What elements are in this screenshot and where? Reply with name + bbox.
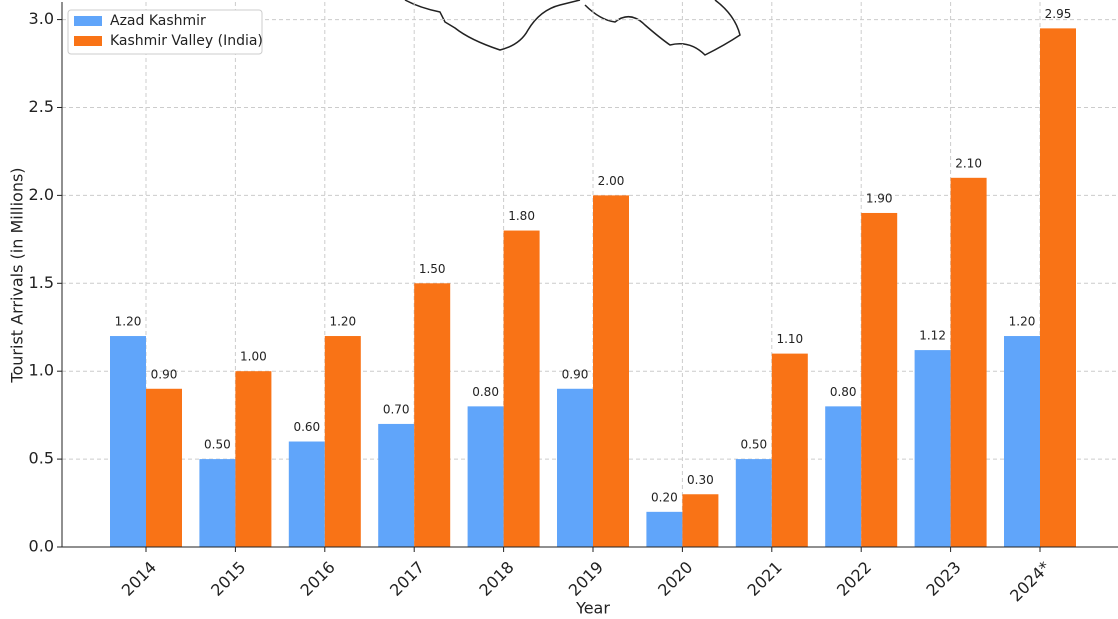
bar — [235, 371, 272, 547]
value-label: 0.20 — [651, 490, 678, 504]
legend-label: Azad Kashmir — [110, 13, 206, 29]
value-label: 0.70 — [383, 402, 410, 416]
value-label: 1.50 — [419, 262, 446, 276]
value-label: 1.20 — [115, 315, 142, 329]
x-tick-label: 2021 — [744, 558, 786, 600]
bar — [110, 336, 146, 547]
value-label: 2.95 — [1045, 7, 1072, 21]
value-label: 0.50 — [740, 438, 767, 452]
x-axis-label: Year — [575, 599, 610, 618]
bar — [146, 388, 182, 547]
bar — [199, 459, 236, 547]
x-tick-label: 2016 — [297, 558, 339, 600]
value-label: 2.00 — [598, 174, 625, 188]
bar — [861, 212, 898, 547]
bar — [825, 406, 862, 547]
legend-swatch — [74, 16, 102, 26]
bar — [682, 494, 719, 547]
bar — [1004, 336, 1040, 547]
x-tick-label: 2020 — [654, 558, 696, 600]
value-label: 1.00 — [240, 350, 267, 364]
y-tick-label: 2.5 — [29, 97, 54, 116]
bar — [1040, 28, 1076, 547]
x-tick-label: 2019 — [565, 558, 607, 600]
value-label: 1.20 — [329, 315, 356, 329]
bar — [950, 177, 987, 547]
value-label: 1.80 — [508, 209, 535, 223]
value-label: 1.10 — [776, 332, 803, 346]
map-outline — [404, 0, 741, 56]
bar — [288, 441, 325, 547]
value-label: 0.90 — [151, 367, 178, 381]
bar — [414, 283, 451, 547]
value-label: 0.50 — [204, 438, 231, 452]
x-tick-label: 2015 — [207, 558, 249, 600]
bar — [735, 459, 772, 547]
value-label: 1.12 — [919, 329, 946, 343]
value-label: 1.20 — [1009, 315, 1036, 329]
legend-swatch — [74, 36, 102, 46]
value-label: 0.30 — [687, 473, 714, 487]
y-tick-label: 1.0 — [29, 361, 54, 380]
bar — [593, 195, 629, 548]
value-label: 0.80 — [830, 385, 857, 399]
x-tick-label: 2017 — [386, 558, 428, 600]
value-label: 0.90 — [562, 367, 589, 381]
y-tick-label: 0.5 — [29, 449, 54, 468]
x-tick-label: 2022 — [833, 558, 875, 600]
bar — [914, 350, 951, 547]
legend-box — [67, 9, 263, 55]
value-label: 0.80 — [472, 385, 499, 399]
bar — [557, 388, 593, 547]
x-tick-label: 2023 — [922, 558, 964, 600]
bar — [503, 230, 540, 547]
bar — [378, 423, 415, 547]
x-tick-label: 2024* — [1006, 558, 1054, 606]
y-tick-label: 0.0 — [29, 537, 54, 556]
y-axis-label: Tourist Arrivals (in Millions) — [8, 167, 27, 383]
x-tick-label: 2014 — [118, 558, 160, 600]
bar — [324, 336, 361, 547]
value-label: 2.10 — [955, 156, 982, 170]
x-tick-label: 2018 — [475, 558, 517, 600]
bar — [646, 511, 683, 547]
bar — [771, 353, 808, 547]
value-label: 1.90 — [866, 191, 893, 205]
y-tick-label: 2.0 — [29, 185, 54, 204]
value-label: 0.60 — [293, 420, 320, 434]
y-tick-label: 1.5 — [29, 273, 54, 292]
bar — [467, 406, 504, 547]
legend-label: Kashmir Valley (India) — [110, 33, 263, 49]
y-tick-label: 3.0 — [29, 9, 54, 28]
